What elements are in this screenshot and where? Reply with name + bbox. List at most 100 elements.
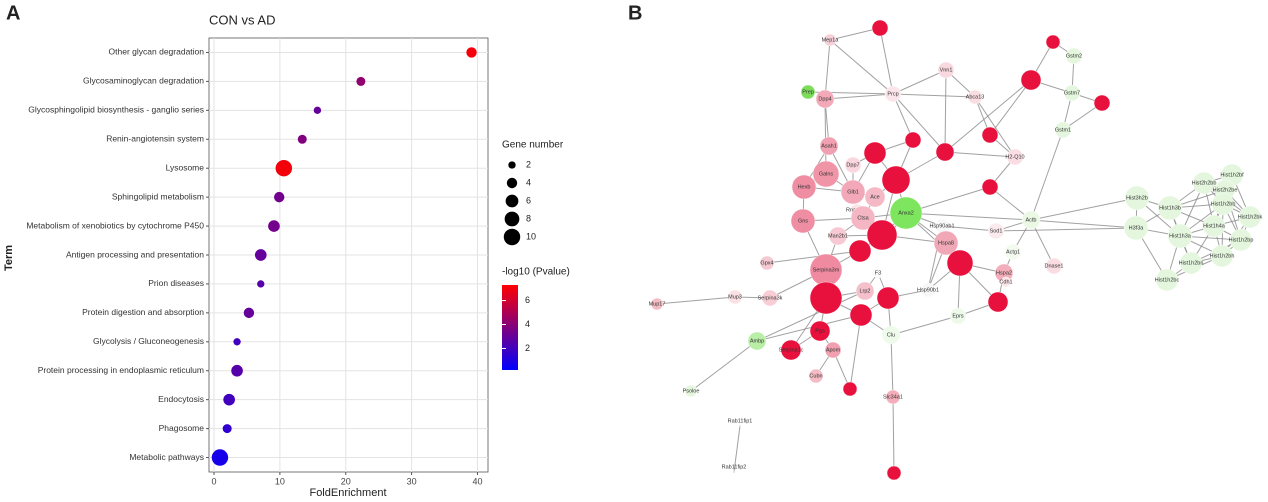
- node-label: Hist1h4a: [1203, 223, 1226, 229]
- network-node: [684, 384, 698, 398]
- node-label: Gstm7: [1064, 90, 1080, 96]
- network-edge: [892, 93, 946, 153]
- node-label: Hist1h2bn: [1179, 260, 1204, 266]
- node-label: Vnn1: [940, 67, 953, 73]
- panel-letter: B: [628, 2, 642, 24]
- network-node: [885, 389, 901, 405]
- node-label: Asah1: [821, 143, 837, 149]
- network-node: [904, 131, 922, 149]
- dot: [257, 280, 265, 288]
- network-node: [920, 282, 936, 298]
- network-node: [1093, 94, 1111, 112]
- node-label: H3f3a: [1129, 225, 1145, 231]
- node-label: Mup3: [728, 294, 742, 300]
- dot: [466, 47, 477, 58]
- x-tick-label: 40: [472, 476, 482, 486]
- network-node: [1211, 192, 1235, 216]
- node-label: Gns: [798, 218, 808, 224]
- node-label: H2-Q10: [1005, 154, 1024, 160]
- network-node: [1192, 171, 1216, 195]
- chart-title: CON vs AD: [209, 12, 275, 27]
- network-edge: [824, 39, 831, 100]
- dot: [254, 249, 267, 261]
- size-legend-title: Gene number: [502, 140, 564, 151]
- network-node: [761, 289, 779, 307]
- node-label: Sod1: [990, 228, 1003, 234]
- y-tick-label: Protein digestion and absorption: [82, 307, 204, 317]
- network-node: [864, 186, 886, 208]
- node-label: Eprs: [952, 313, 964, 319]
- dot: [313, 106, 322, 115]
- network-node: [855, 281, 875, 301]
- node-label: Hexb: [798, 184, 811, 190]
- network-node: [872, 267, 884, 279]
- node-label: Hist1h3b: [1159, 205, 1181, 211]
- y-tick-label: Antigen processing and presentation: [66, 249, 204, 259]
- y-tick-label: Other glycan degradation: [109, 47, 205, 57]
- x-tick-label: 0: [211, 476, 216, 486]
- y-tick-label: Phagosome: [159, 423, 205, 433]
- node-label: Hist1h2bc: [1155, 277, 1180, 283]
- dot: [223, 393, 235, 406]
- network-node: [1167, 223, 1193, 249]
- node-label: Hspa2: [996, 270, 1012, 276]
- network-edge: [890, 315, 959, 336]
- network-node: [824, 341, 842, 359]
- network-node: [1155, 268, 1179, 292]
- color-legend-title: -log10 (Pvalue): [502, 267, 570, 278]
- y-tick-label: Endocytosis: [158, 394, 204, 404]
- network-edge: [824, 93, 894, 100]
- network-edge: [941, 225, 997, 232]
- node-label: Apom: [826, 347, 841, 353]
- size-legend-dot: [504, 211, 520, 227]
- network-edge: [892, 93, 914, 141]
- node-label: Hsp90ab1: [929, 223, 954, 229]
- x-tick-label: 10: [275, 476, 285, 486]
- size-legend-label: 4: [526, 177, 531, 187]
- size-legend-dot: [506, 177, 518, 189]
- dot: [275, 159, 293, 177]
- network-edge: [944, 69, 947, 153]
- dot: [243, 307, 255, 319]
- color-bar: [502, 285, 518, 370]
- network-edge: [849, 314, 862, 390]
- network-edge: [733, 425, 741, 473]
- node-label: Mep1a: [822, 37, 840, 43]
- network-node: [1045, 34, 1061, 50]
- network-node: [1238, 205, 1262, 229]
- node-label: Hist1h2bp: [1229, 237, 1254, 243]
- node-label: Man2b1: [828, 233, 848, 239]
- network-node: [1123, 215, 1149, 241]
- network-edge: [1030, 129, 1064, 221]
- size-legend-label: 10: [526, 231, 536, 241]
- network-node: [937, 61, 955, 79]
- network-edge: [1030, 197, 1138, 221]
- dot: [274, 191, 285, 203]
- node-label: F3: [875, 270, 881, 276]
- node-label: Glb1: [847, 189, 859, 195]
- network-node: [866, 219, 898, 251]
- network-node: [935, 142, 955, 162]
- network-edge: [829, 27, 881, 41]
- network-node: [946, 249, 974, 277]
- size-legend-dot: [503, 228, 521, 246]
- network-node: [780, 339, 802, 361]
- network-node: [1179, 251, 1203, 275]
- network-node: [1020, 69, 1042, 91]
- node-label: Ace: [870, 194, 879, 200]
- size-legend-label: 8: [526, 213, 531, 223]
- network-node: [871, 19, 889, 37]
- network-node: [886, 465, 902, 481]
- network-edge: [656, 296, 736, 305]
- network-edge: [974, 96, 1016, 158]
- network-edge: [892, 93, 976, 98]
- network-node: [1229, 228, 1253, 252]
- node-label: Dnase1: [1045, 263, 1064, 269]
- network-node: [800, 84, 816, 100]
- network-edge: [756, 314, 862, 342]
- network-node: [738, 424, 742, 428]
- network-edge: [690, 340, 758, 392]
- node-label: Clu: [887, 332, 895, 338]
- size-legend-label: 2: [526, 159, 531, 169]
